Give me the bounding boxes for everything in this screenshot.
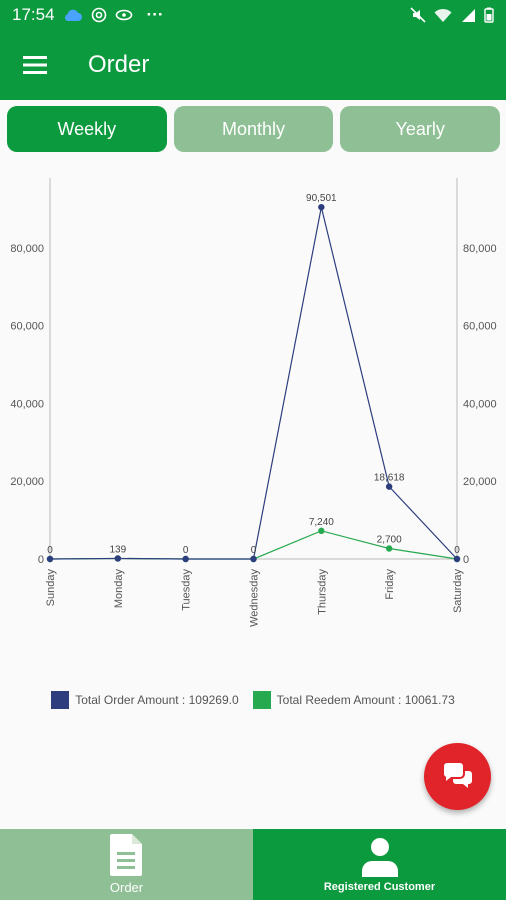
person-icon — [361, 837, 398, 877]
data-label: 90,501 — [306, 193, 337, 204]
document-icon — [109, 834, 142, 876]
chat-fab-button[interactable] — [424, 743, 491, 810]
signal-icon — [462, 8, 475, 22]
app-bar: Order — [0, 30, 506, 100]
legend-item-redeem: Total Reedem Amount : 10061.73 — [252, 691, 455, 709]
y-tick-label-right: 20,000 — [463, 476, 497, 488]
y-tick-label-left: 60,000 — [10, 321, 44, 333]
battery-icon — [484, 7, 494, 23]
data-label: 139 — [109, 544, 126, 555]
legend-label-order: Total Order Amount : 109269.0 — [75, 693, 239, 707]
data-label: 7,240 — [309, 517, 334, 528]
legend-swatch-order — [51, 691, 70, 709]
series-line — [49, 207, 458, 560]
hamburger-menu-icon — [23, 56, 47, 74]
tab-weekly[interactable]: Weekly — [7, 106, 167, 152]
legend-item-order: Total Order Amount : 109269.0 — [51, 691, 239, 709]
data-label: 2,700 — [377, 535, 402, 546]
y-tick-label-left: 0 — [38, 554, 44, 566]
nav-item-order[interactable]: Order — [0, 829, 253, 900]
x-tick-label: Wednesday — [249, 569, 261, 627]
data-label: 0 — [47, 545, 53, 556]
legend-swatch-redeem — [252, 691, 271, 709]
cloud-icon — [64, 9, 82, 21]
nav-item-registered-customer[interactable]: Registered Customer — [253, 829, 506, 900]
mute-icon — [410, 7, 426, 23]
data-point — [250, 555, 257, 563]
wifi-icon — [434, 8, 452, 22]
data-point — [114, 555, 122, 562]
more-notifications-icon: ··· — [146, 5, 164, 24]
y-tick-label-left: 20,000 — [10, 476, 44, 488]
at-sign-icon — [91, 7, 106, 23]
data-point — [318, 527, 325, 535]
chart-legend: Total Order Amount : 109269.0 Total Reed… — [0, 688, 506, 712]
data-point — [385, 545, 393, 552]
y-tick-label-right: 80,000 — [463, 243, 497, 255]
swirl-icon — [115, 9, 132, 21]
y-tick-label-left: 40,000 — [10, 398, 44, 410]
nav-label-registered-customer: Registered Customer — [323, 880, 436, 893]
menu-button[interactable] — [0, 30, 70, 100]
x-tick-label: Sunday — [45, 569, 57, 607]
x-tick-label: Monday — [113, 569, 125, 609]
page-title: Order — [88, 51, 150, 78]
data-point — [318, 203, 325, 211]
x-tick-label: Thursday — [316, 569, 328, 615]
data-point — [453, 555, 461, 563]
x-tick-label: Friday — [384, 569, 396, 600]
data-point — [182, 555, 189, 563]
tab-yearly[interactable]: Yearly — [340, 106, 501, 152]
nav-label-order: Order — [109, 880, 144, 895]
y-tick-label-right: 40,000 — [463, 398, 497, 410]
x-tick-label: Tuesday — [181, 569, 193, 611]
y-tick-label-left: 80,000 — [10, 243, 44, 255]
status-time: 17:54 — [12, 5, 55, 24]
data-label: 0 — [183, 545, 189, 556]
status-bar: 17:54 ··· — [0, 0, 506, 30]
y-tick-label-right: 0 — [463, 554, 469, 566]
data-label: 0 — [251, 545, 257, 556]
y-tick-label-right: 60,000 — [463, 321, 497, 333]
tab-monthly[interactable]: Monthly — [173, 106, 334, 152]
legend-label-redeem: Total Reedem Amount : 10061.73 — [276, 693, 455, 707]
data-label: 18,618 — [374, 473, 405, 484]
x-tick-label: Saturday — [452, 569, 464, 614]
data-point — [385, 483, 393, 490]
bottom-navigation: Order Registered Customer — [0, 829, 506, 900]
chat-icon — [443, 762, 472, 788]
period-tabs: Weekly Monthly Yearly — [7, 106, 501, 152]
data-point — [46, 555, 54, 563]
data-label: 0 — [454, 545, 460, 556]
